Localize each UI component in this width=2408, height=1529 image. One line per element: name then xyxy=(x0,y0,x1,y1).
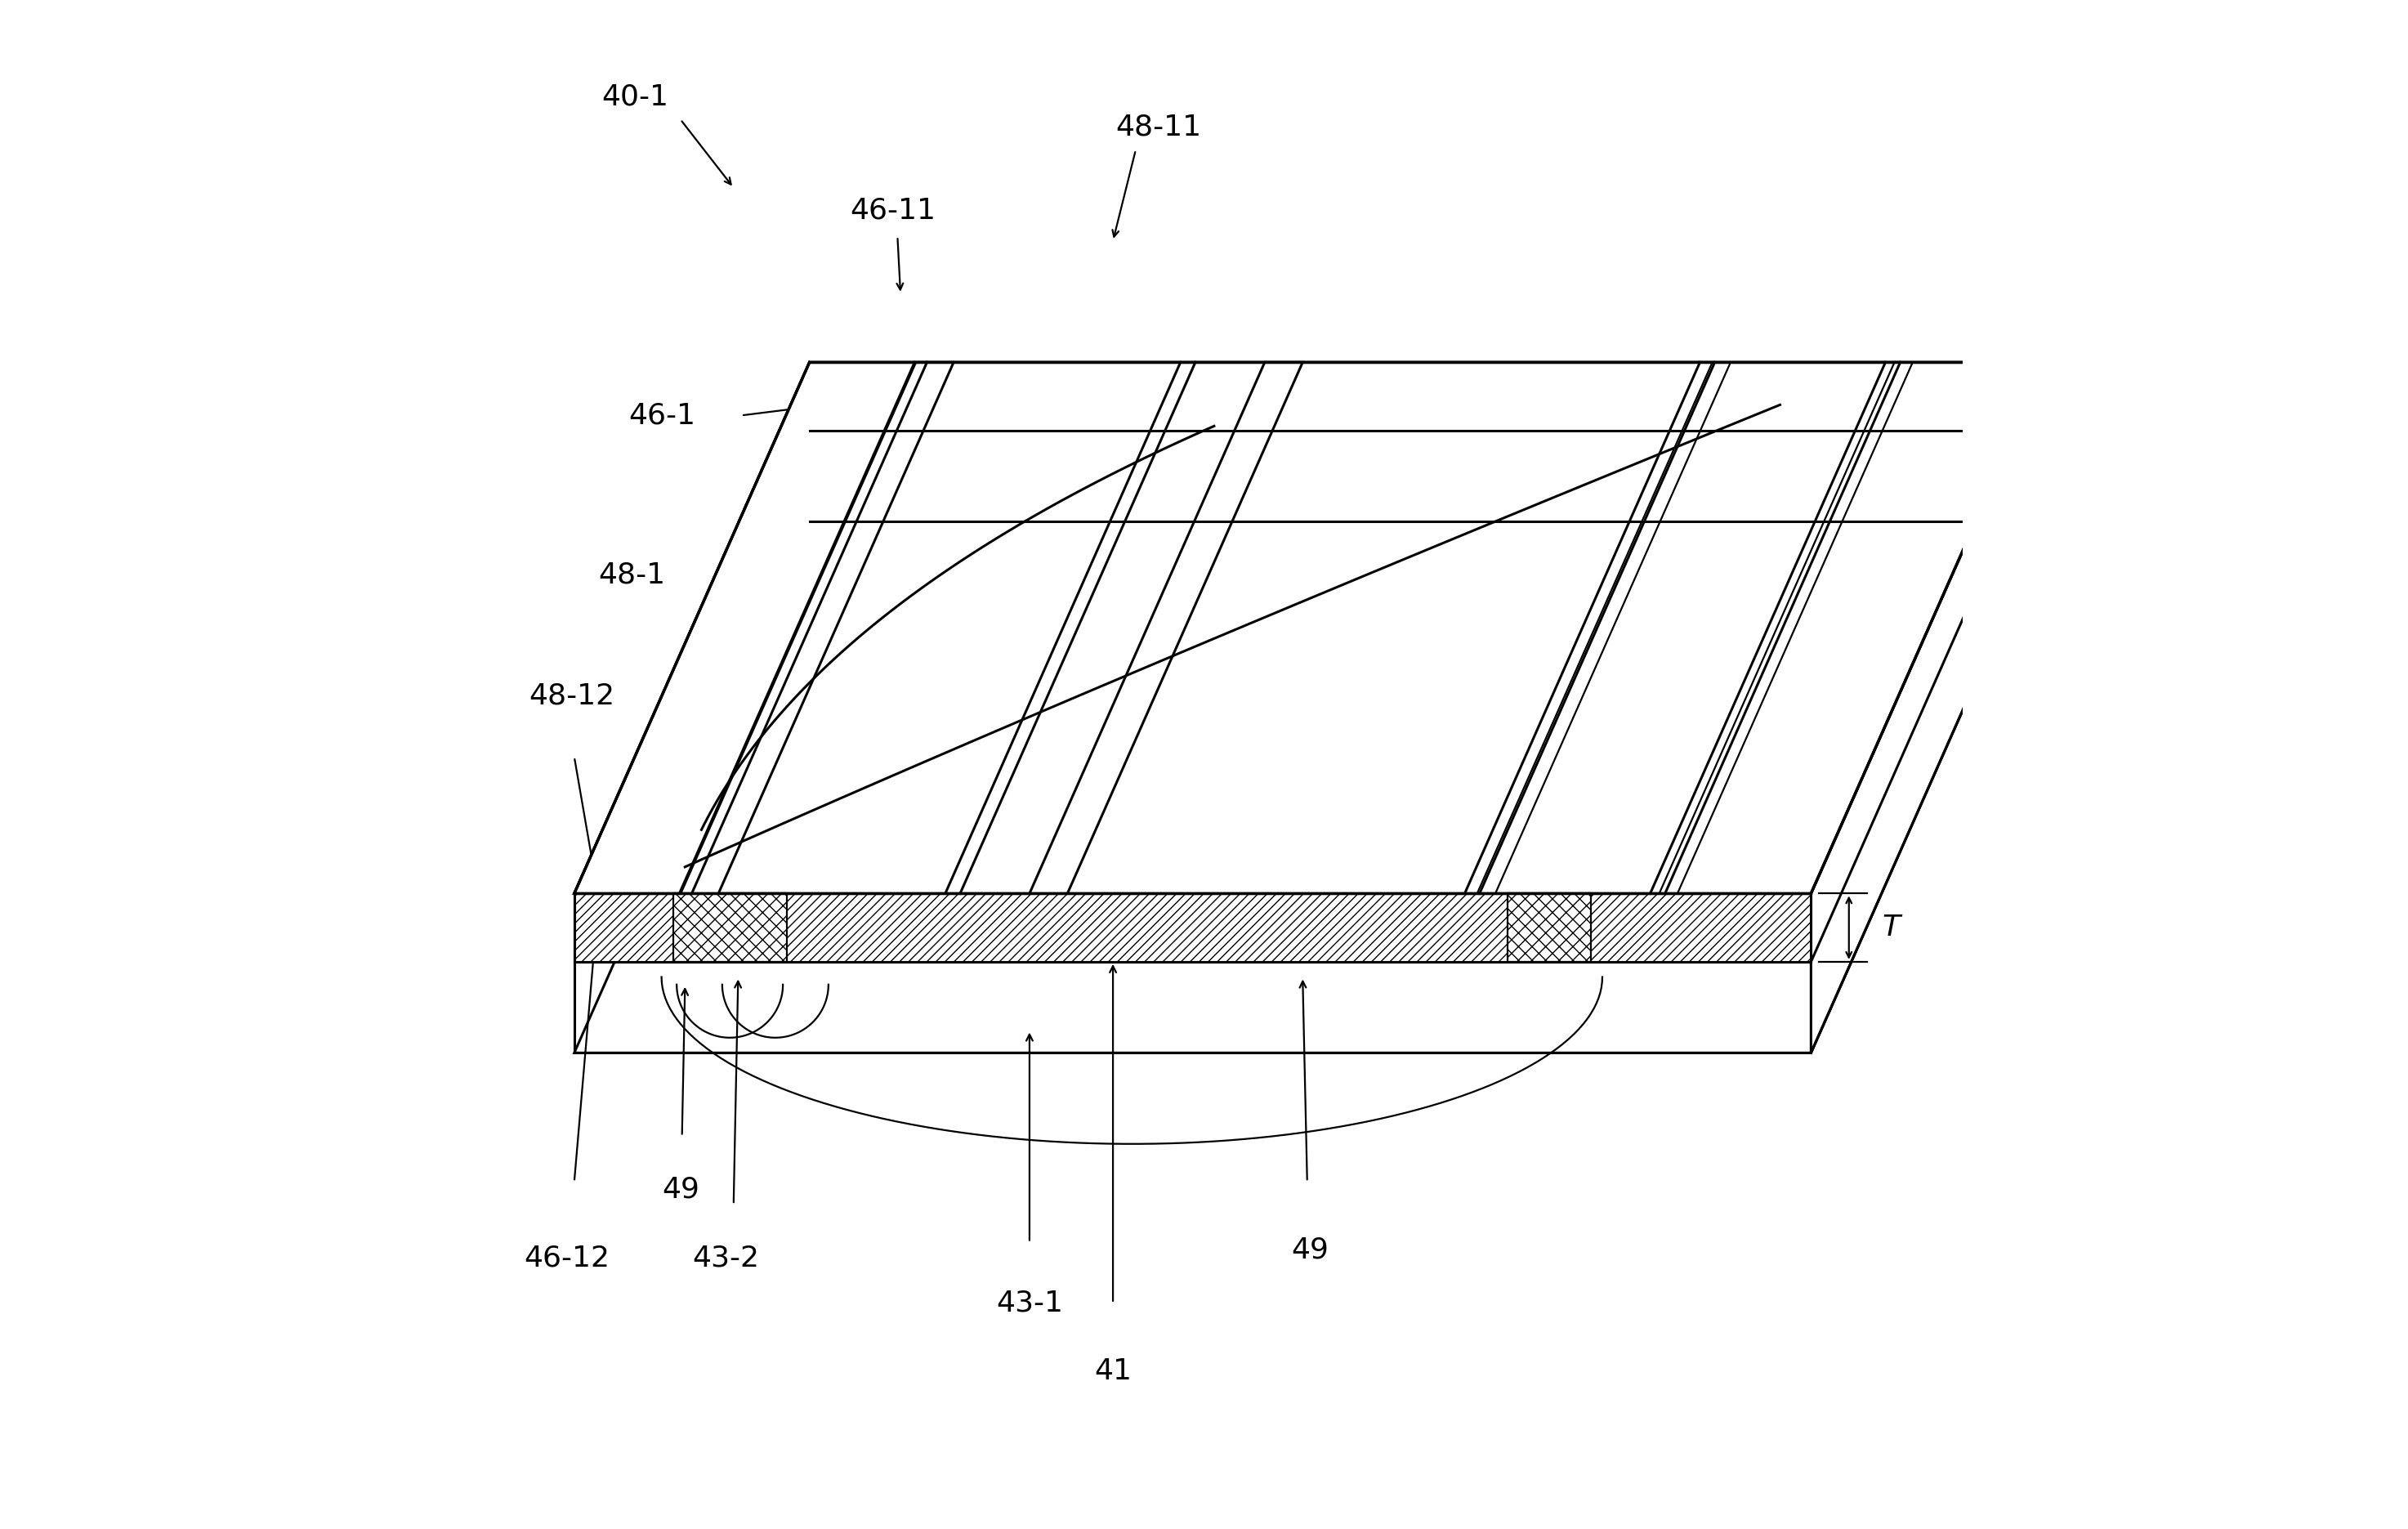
Text: T: T xyxy=(1883,914,1900,942)
Polygon shape xyxy=(1507,893,1592,962)
Text: 49: 49 xyxy=(662,1176,698,1203)
Text: 46-11: 46-11 xyxy=(850,197,937,225)
Text: 48-11: 48-11 xyxy=(1115,113,1202,141)
Polygon shape xyxy=(573,362,2047,893)
Polygon shape xyxy=(573,362,2047,893)
Polygon shape xyxy=(1811,362,2047,1053)
Text: 43: 43 xyxy=(1086,690,1125,717)
Polygon shape xyxy=(573,362,2047,893)
Text: 48-1: 48-1 xyxy=(597,561,665,589)
Text: 46-12: 46-12 xyxy=(525,1245,609,1272)
Polygon shape xyxy=(573,521,2047,1053)
Text: 40-1: 40-1 xyxy=(602,83,669,110)
Polygon shape xyxy=(1031,362,1303,893)
Polygon shape xyxy=(672,893,787,962)
Text: 41: 41 xyxy=(1093,1358,1132,1385)
Polygon shape xyxy=(573,893,1811,962)
Text: 46-1: 46-1 xyxy=(628,402,696,430)
Polygon shape xyxy=(681,362,954,893)
Text: 49: 49 xyxy=(1291,1237,1329,1264)
Text: 43-2: 43-2 xyxy=(694,1245,759,1272)
Text: 43-1: 43-1 xyxy=(997,1289,1062,1316)
Text: 48-12: 48-12 xyxy=(530,682,614,709)
